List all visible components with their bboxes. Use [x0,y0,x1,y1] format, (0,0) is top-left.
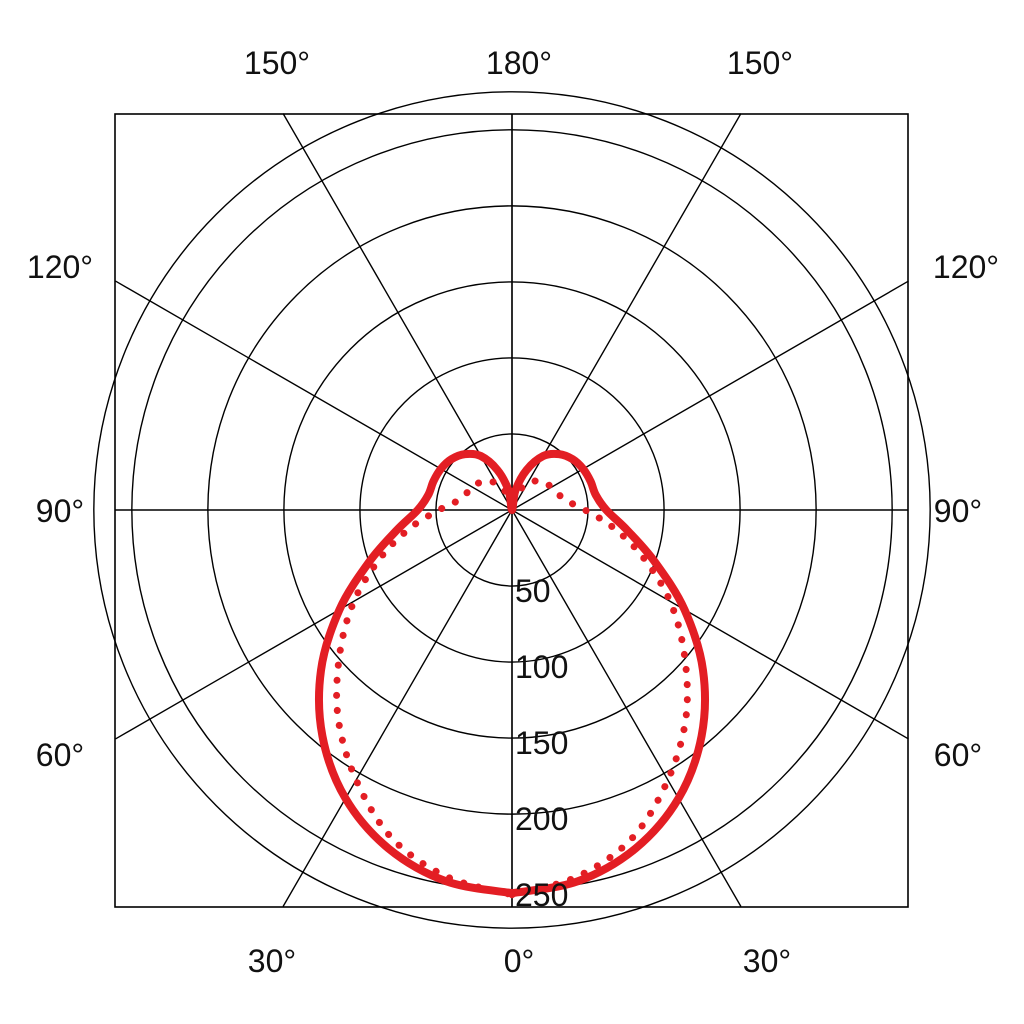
grid-spoke [282,113,513,511]
angle-label-bottom-center: 0° [504,943,535,979]
angle-label-bottom-left: 30° [248,943,296,979]
grid-spoke [282,509,513,907]
series-layer [315,449,709,899]
grid-spoke [511,113,742,511]
angle-label-right-90: 90° [934,493,982,529]
angle-label-right-120: 120° [933,249,999,285]
series-dotted-line [333,477,691,899]
series-solid-line [315,449,709,898]
radial-tick-label: 200 [515,801,568,837]
radial-tick-label: 250 [515,877,568,913]
angle-label-right-60: 60° [934,737,982,773]
grid-spoke [511,280,909,511]
radial-tick-label: 50 [515,573,551,609]
grid-spoke [511,509,742,907]
grid-spokes [115,113,909,907]
angle-label-top-center: 180° [486,45,552,81]
radial-tick-label: 100 [515,649,568,685]
grid-spoke [511,509,909,740]
grid-circle [93,91,931,929]
grid-spoke [115,280,513,511]
angle-label-left-60: 60° [36,737,84,773]
angle-label-top-right: 150° [727,45,793,81]
angle-label-top-left: 150° [244,45,310,81]
grid-spoke [115,509,513,740]
angle-labels: 150° 180° 150° 120° 90° 60° 120° 90° 60°… [27,45,999,979]
radial-tick-label: 150 [515,725,568,761]
angle-label-bottom-right: 30° [743,943,791,979]
angle-label-left-120: 120° [27,249,93,285]
angle-label-left-90: 90° [36,493,84,529]
radial-tick-labels: 50 100 150 200 250 [515,573,568,913]
